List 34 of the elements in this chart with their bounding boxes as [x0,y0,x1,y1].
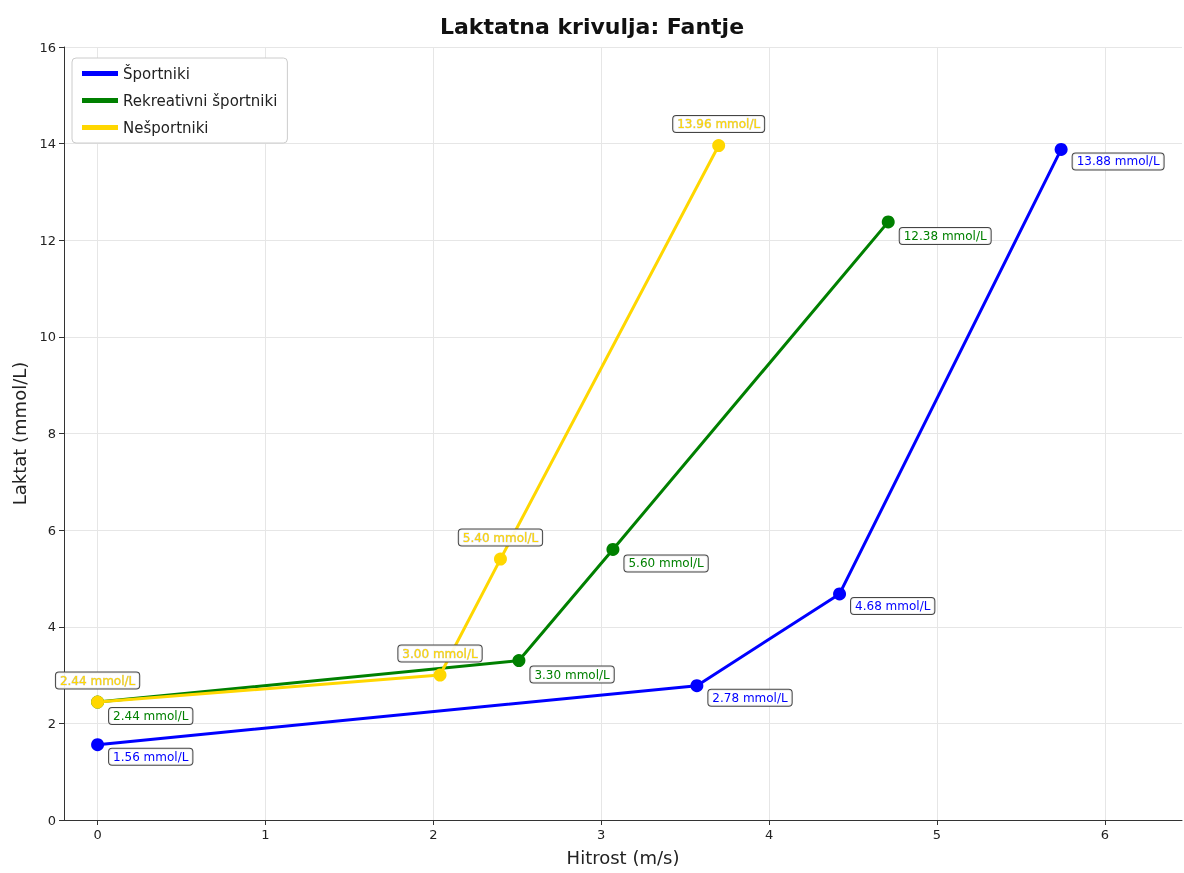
data-label: 2.78 mmol/L [712,690,788,705]
data-label: 3.30 mmol/L [534,667,611,682]
y-tick-label: 16 [39,39,56,55]
y-tick-label: 0 [47,812,56,828]
data-label: 13.88 mmol/L [1076,154,1160,169]
legend-label: Nešportniki [123,118,209,137]
y-axis-title: Laktat (mmol/L) [8,361,30,506]
y-tick-label: 10 [39,329,56,345]
data-label: 4.68 mmol/L [855,598,931,613]
data-label: 3.00 mmol/L [402,646,478,661]
legend-label: Rekreativni športniki [123,91,278,110]
y-tick-label: 14 [39,136,56,152]
x-axis-title: Hitrost (m/s) [566,846,680,868]
x-tick-label: 0 [93,827,102,842]
x-tick-label: 6 [1100,827,1109,842]
y-tick-label: 4 [47,619,56,635]
y-tick-label: 6 [47,522,56,538]
x-tick-label: 4 [764,827,774,842]
data-label: 2.44 mmol/L [113,709,189,724]
legend-label: Športniki [123,63,190,83]
x-tick-label: 5 [932,827,942,842]
data-label: 1.56 mmol/L [113,749,189,764]
chart-title: Laktatna krivulja: Fantje [439,13,745,39]
data-label: 13.96 mmol/L [677,117,761,132]
y-tick-label: 8 [47,426,56,441]
y-tick-label: 12 [39,232,56,248]
y-tick-label: 2 [47,715,56,731]
x-tick-label: 3 [597,827,606,842]
x-tick-label: 2 [429,827,438,842]
data-label: 5.40 mmol/L [462,530,539,545]
data-label: 12.38 mmol/L [903,228,987,243]
x-tick-label: 1 [261,827,270,842]
data-label: 2.44 mmol/L [59,673,136,688]
data-label: 5.60 mmol/L [628,556,705,571]
